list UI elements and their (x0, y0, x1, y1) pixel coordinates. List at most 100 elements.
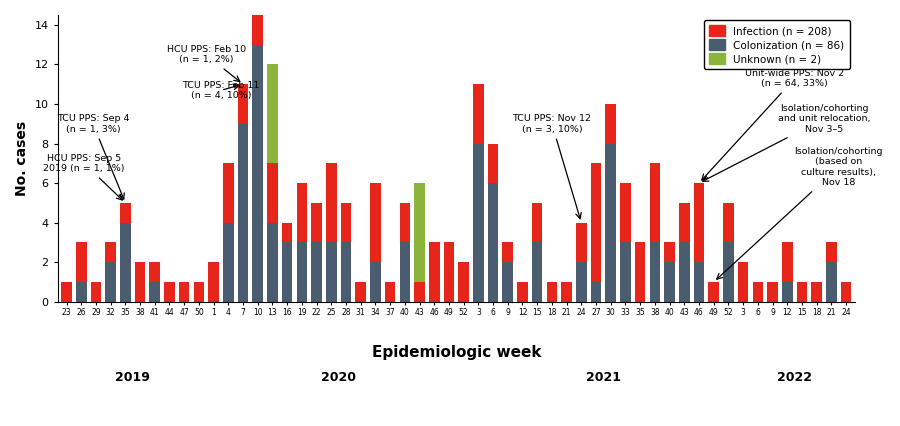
Bar (546, 282, 557, 302)
Bar (194, 282, 204, 302)
Bar (311, 242, 322, 302)
Bar (61, 282, 72, 302)
Bar (414, 183, 425, 282)
Bar (400, 203, 410, 242)
Bar (812, 282, 822, 302)
X-axis label: Epidemiologic week: Epidemiologic week (372, 345, 541, 360)
Bar (356, 282, 366, 302)
Bar (149, 282, 160, 302)
Text: Isolation/cohorting
(based on
culture results),
Nov 18: Isolation/cohorting (based on culture re… (716, 147, 883, 279)
Bar (826, 262, 837, 302)
Bar (282, 223, 292, 242)
Bar (385, 282, 395, 302)
Bar (782, 282, 793, 302)
Bar (458, 262, 469, 302)
Bar (120, 203, 130, 223)
Bar (620, 183, 631, 242)
Bar (664, 242, 675, 262)
Bar (444, 242, 454, 302)
Bar (297, 183, 307, 242)
Bar (606, 104, 616, 144)
Bar (841, 282, 851, 302)
Bar (502, 242, 513, 262)
Bar (326, 242, 337, 302)
Bar (650, 163, 661, 242)
Bar (782, 242, 793, 282)
Bar (400, 242, 410, 302)
Bar (723, 203, 734, 242)
Bar (679, 242, 689, 302)
Bar (532, 203, 543, 242)
Bar (414, 282, 425, 302)
Bar (429, 242, 439, 302)
Bar (208, 262, 219, 302)
Bar (370, 262, 381, 302)
Bar (532, 242, 543, 302)
Bar (679, 203, 689, 242)
Text: TCU PPS: Feb 11
(n = 4, 10%): TCU PPS: Feb 11 (n = 4, 10%) (183, 81, 260, 100)
Y-axis label: No. cases: No. cases (15, 121, 29, 196)
Bar (606, 144, 616, 302)
Bar (488, 144, 499, 183)
Bar (252, 5, 263, 45)
Text: TCU PPS: Sep 4
(n = 1, 3%): TCU PPS: Sep 4 (n = 1, 3%) (57, 114, 130, 199)
Bar (135, 262, 146, 302)
Bar (252, 45, 263, 302)
Bar (488, 183, 499, 302)
Bar (341, 242, 351, 302)
Bar (76, 242, 86, 282)
Bar (796, 282, 807, 302)
Bar (267, 64, 278, 163)
Bar (120, 223, 130, 302)
Bar (297, 242, 307, 302)
Text: HCU PPS: Feb 10
(n = 1, 2%): HCU PPS: Feb 10 (n = 1, 2%) (166, 45, 246, 82)
Bar (620, 242, 631, 302)
Bar (282, 242, 292, 302)
Bar (105, 262, 116, 302)
Bar (590, 282, 601, 302)
Bar (502, 262, 513, 302)
Bar (562, 282, 572, 302)
Bar (341, 203, 351, 242)
Text: TCU PPS: Nov 12
(n = 3, 10%): TCU PPS: Nov 12 (n = 3, 10%) (512, 114, 591, 219)
Bar (326, 163, 337, 242)
Text: 2020: 2020 (321, 371, 356, 384)
Bar (91, 282, 101, 302)
Bar (267, 223, 278, 302)
Bar (179, 282, 190, 302)
Bar (694, 262, 705, 302)
Text: 2019: 2019 (115, 371, 150, 384)
Bar (76, 282, 86, 302)
Bar (223, 163, 234, 223)
Bar (590, 163, 601, 282)
Bar (723, 242, 734, 302)
Legend: Infection (n = 208), Colonization (n = 86), Unknown (n = 2): Infection (n = 208), Colonization (n = 8… (704, 20, 850, 69)
Bar (708, 282, 719, 302)
Bar (694, 183, 705, 262)
Bar (634, 242, 645, 302)
Text: 2022: 2022 (777, 371, 812, 384)
Bar (738, 262, 749, 302)
Bar (149, 262, 160, 282)
Bar (473, 84, 483, 144)
Text: 2021: 2021 (586, 371, 621, 384)
Bar (518, 282, 527, 302)
Bar (767, 282, 778, 302)
Bar (164, 282, 175, 302)
Bar (576, 223, 587, 262)
Bar (370, 183, 381, 262)
Bar (238, 84, 248, 124)
Bar (664, 262, 675, 302)
Bar (576, 262, 587, 302)
Bar (223, 223, 234, 302)
Bar (311, 203, 322, 242)
Bar (105, 242, 116, 262)
Bar (650, 242, 661, 302)
Text: HCU PPS: Sep 5
2019 (n = 1, 1%): HCU PPS: Sep 5 2019 (n = 1, 1%) (43, 154, 125, 200)
Text: Isolation/cohorting
and unit relocation,
Nov 3–5: Isolation/cohorting and unit relocation,… (703, 104, 870, 181)
Bar (826, 242, 837, 262)
Bar (267, 163, 278, 223)
Bar (752, 282, 763, 302)
Text: Unit-wide PPS: Nov 2
(n = 64, 33%): Unit-wide PPS: Nov 2 (n = 64, 33%) (702, 69, 844, 180)
Text: KMC PPS: Mar 21
(n = 8, 25%): KMC PPS: Mar 21 (n = 8, 25%) (0, 425, 1, 426)
